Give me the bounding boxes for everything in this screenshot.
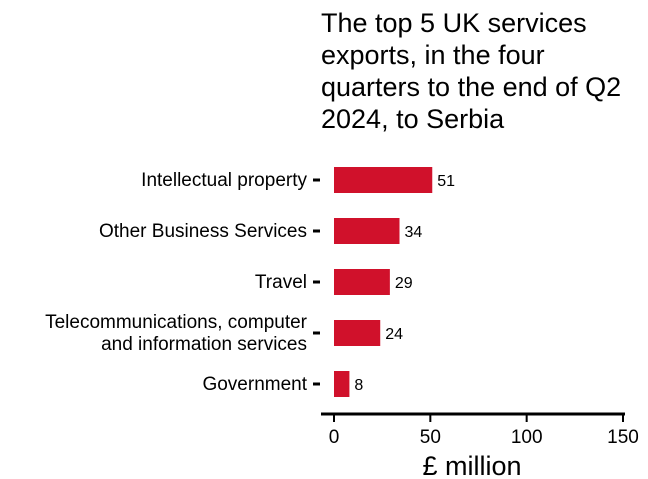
chart-title-line: exports, in the four bbox=[321, 40, 545, 70]
bar-value-label: 24 bbox=[385, 326, 403, 343]
bar-value-label: 8 bbox=[354, 377, 363, 394]
category-label: Government bbox=[202, 374, 307, 395]
x-tick-label: 100 bbox=[511, 427, 543, 448]
bar bbox=[334, 167, 433, 193]
category-label: Telecommunications, computer bbox=[45, 312, 308, 333]
bar bbox=[334, 320, 381, 346]
bars bbox=[334, 167, 433, 397]
chart-title-line: 2024, to Serbia bbox=[321, 104, 505, 134]
category-label: Intellectual property bbox=[141, 170, 307, 191]
x-tick-label: 150 bbox=[607, 427, 639, 448]
x-axis: 0 50 100 150 bbox=[321, 412, 639, 448]
bar-value-label: 51 bbox=[437, 173, 455, 190]
chart-title-line: The top 5 UK services bbox=[321, 8, 587, 38]
bar-value-label: 34 bbox=[405, 224, 423, 241]
x-tick-label: 0 bbox=[329, 427, 340, 448]
x-tick-label: 50 bbox=[420, 427, 441, 448]
bar-value-label: 29 bbox=[395, 275, 413, 292]
bar bbox=[334, 218, 400, 244]
category-label: Travel bbox=[255, 272, 307, 293]
category-labels: Intellectual property Other Business Serv… bbox=[45, 170, 320, 395]
category-label: Other Business Services bbox=[99, 221, 307, 242]
x-axis-title: £ million bbox=[422, 451, 521, 479]
chart-title-line: quarters to the end of Q2 bbox=[321, 72, 621, 102]
category-label: and information services bbox=[101, 334, 307, 355]
value-labels: 51 34 29 24 8 bbox=[354, 173, 455, 394]
bar bbox=[334, 269, 390, 295]
bar bbox=[334, 371, 350, 397]
